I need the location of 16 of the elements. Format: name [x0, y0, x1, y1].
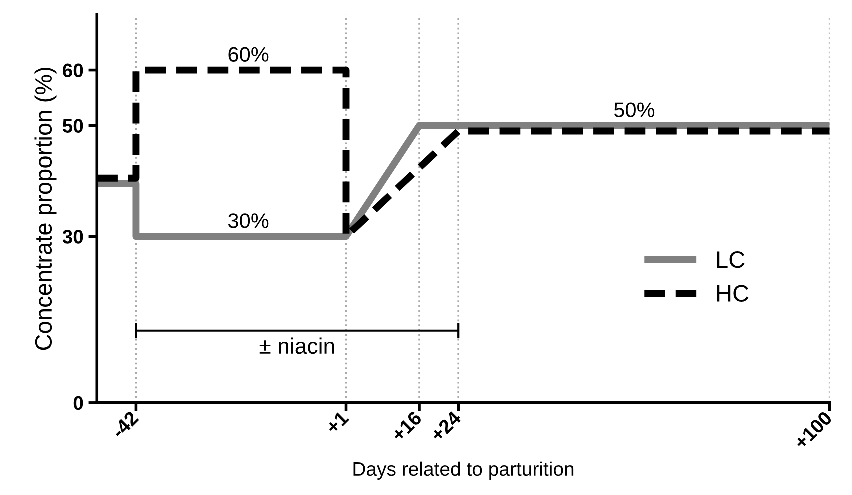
y-axis-title: Concentrate proportion (%) — [34, 68, 57, 350]
y-tick-label: 50 — [62, 119, 84, 133]
annotation: ± niacin — [260, 338, 334, 354]
legend-label: HC — [717, 285, 749, 302]
x-tick-label: -42 — [110, 410, 140, 440]
annotation: 60% — [228, 47, 269, 62]
x-tick-label: +24 — [430, 410, 462, 442]
y-tick-label: 30 — [62, 230, 84, 244]
y-tick-label: 60 — [63, 64, 84, 78]
y-tick-label: 0 — [74, 396, 84, 410]
x-axis-title: Days related to parturition — [354, 462, 574, 480]
annotation: 50% — [614, 102, 655, 118]
annotation: 30% — [228, 214, 269, 228]
x-tick-label: +16 — [390, 410, 423, 443]
x-tick-label: +1 — [325, 410, 350, 435]
legend-label: LC — [717, 251, 745, 268]
